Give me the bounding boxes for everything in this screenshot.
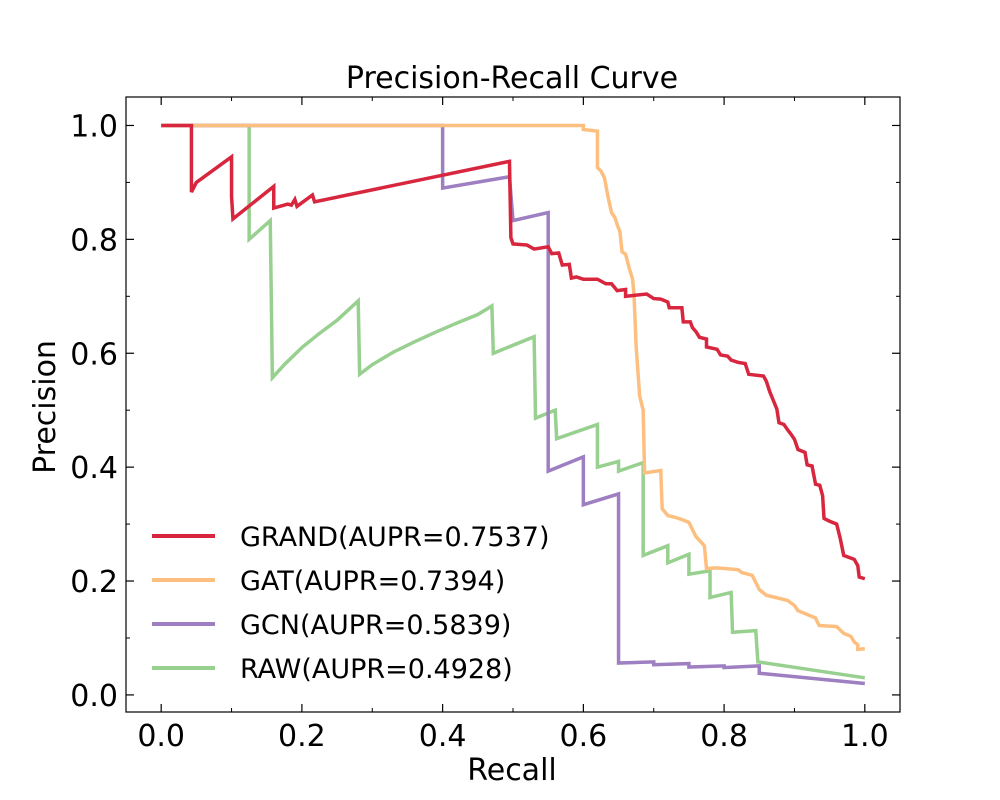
series-line-gat — [161, 123, 865, 652]
y-tick-label: 0.8 — [70, 223, 118, 258]
legend-label-gat: GAT(AUPR=0.7394) — [240, 566, 505, 597]
x-tick-label: 0.0 — [137, 719, 185, 754]
y-tick-label: 0.4 — [70, 451, 118, 486]
x-tick-label: 1.0 — [841, 719, 889, 754]
series-line-grand — [161, 123, 866, 581]
chart-title: Precision-Recall Curve — [346, 61, 678, 96]
series-line-raw — [161, 123, 866, 680]
axis-ticks: 0.0 0.2 0.4 0.6 0.8 1.0 0.0 0.2 0.4 0.6 0.8 1.0 — [70, 97, 900, 754]
x-tick-label: 0.8 — [700, 719, 748, 754]
legend-label-gcn: GCN(AUPR=0.5839) — [240, 610, 511, 641]
legend: GRAND(AUPR=0.7537) GAT(AUPR=0.7394) GCN(AU… — [152, 522, 550, 685]
y-tick-label: 0.2 — [70, 565, 118, 600]
x-tick-label: 0.6 — [560, 719, 608, 754]
y-axis-label: Precision — [28, 340, 63, 474]
series-line-gcn — [161, 123, 865, 686]
y-tick-label: 0.6 — [70, 337, 118, 372]
x-tick-label: 0.4 — [419, 719, 467, 754]
plot-frame — [125, 96, 901, 713]
x-axis-label: Recall — [467, 753, 557, 788]
legend-label-grand: GRAND(AUPR=0.7537) — [240, 522, 550, 553]
plot-area — [161, 123, 866, 686]
y-tick-label: 0.0 — [70, 679, 118, 714]
legend-label-raw: RAW(AUPR=0.4928) — [240, 654, 513, 685]
y-tick-label: 1.0 — [70, 109, 118, 144]
x-tick-label: 0.2 — [278, 719, 326, 754]
